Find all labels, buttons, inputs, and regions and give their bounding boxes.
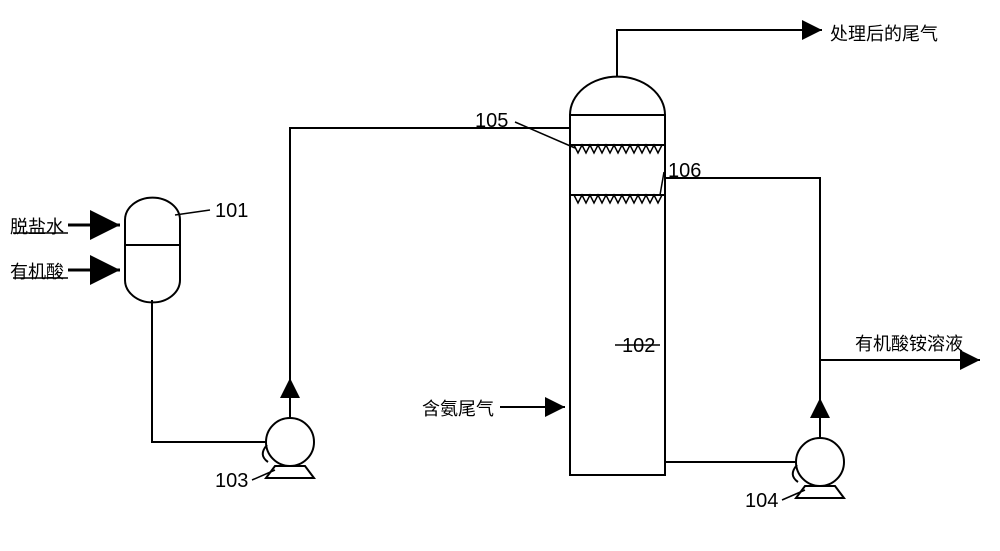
outlet-treated-gas — [617, 30, 822, 77]
line-101-to-103 — [152, 300, 266, 442]
pump-104 — [782, 438, 844, 500]
line-103-to-tower-top — [290, 128, 570, 418]
input-organic-acid-arrow — [13, 270, 120, 278]
tank-101 — [125, 198, 210, 303]
distributor-105 — [515, 122, 665, 153]
pump-103 — [252, 418, 314, 480]
input-desalted-water-arrow — [13, 225, 120, 233]
distributor-106 — [570, 172, 665, 203]
line-104-to-tower — [665, 178, 820, 438]
tower-102 — [570, 77, 665, 475]
process-diagram — [0, 0, 1000, 551]
